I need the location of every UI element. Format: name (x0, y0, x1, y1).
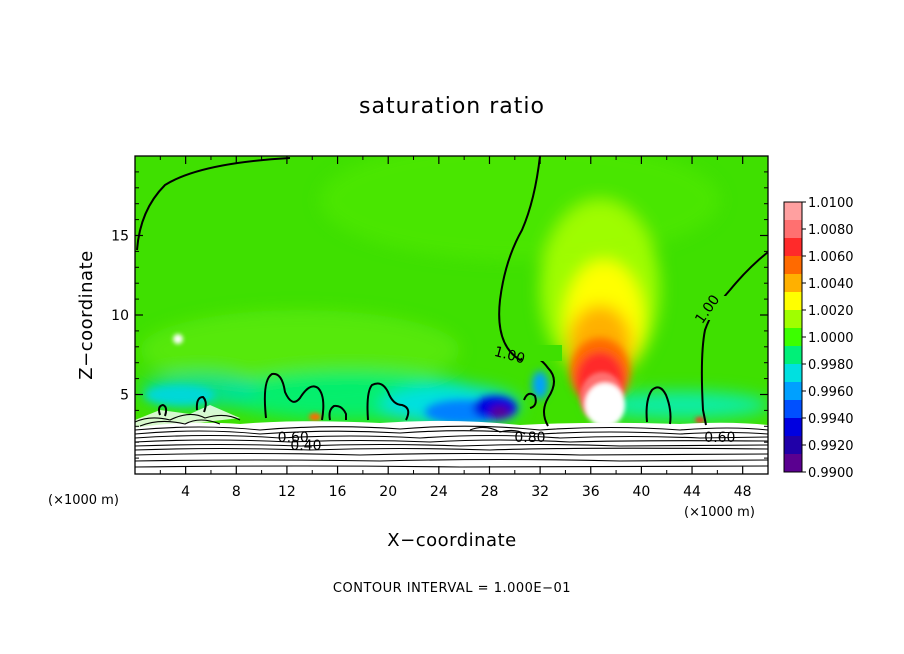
y-axis-unit: (×1000 m) (48, 493, 119, 508)
x-tick-label: 16 (329, 484, 347, 500)
colorbar-label: 1.0000 (808, 331, 854, 346)
x-tick-label: 4 (181, 484, 190, 500)
y-axis: 5 10 15 (111, 171, 768, 459)
colorbar-label: 1.0040 (808, 277, 854, 292)
y-axis-label: Z−coordinate (76, 250, 97, 379)
x-tick-label: 12 (278, 484, 296, 500)
contour-interval-note: CONTOUR INTERVAL = 1.000E−01 (333, 581, 571, 596)
x-tick-label: 36 (582, 484, 600, 500)
colorbar-swatch (784, 202, 802, 221)
x-tick-label: 28 (481, 484, 499, 500)
plot-area (135, 156, 768, 474)
colorbar-swatch (784, 346, 802, 365)
colorbar-swatch (784, 274, 802, 293)
x-tick-label: 32 (531, 484, 549, 500)
contour-label: 0.80 (514, 430, 545, 446)
colorbar-swatch (784, 400, 802, 419)
x-axis-label: X−coordinate (387, 530, 516, 551)
colorbar-label: 0.9960 (808, 385, 854, 400)
colorbar-label: 1.0060 (808, 250, 854, 265)
contour-label-masks (522, 296, 737, 361)
colorbar-swatch (784, 436, 802, 455)
contour-label: 0.60 (704, 430, 735, 446)
colorbar-swatch (784, 238, 802, 257)
x-tick-label: 8 (232, 484, 241, 500)
colorbar-swatch (784, 382, 802, 401)
colorbar-label: 0.9900 (808, 466, 854, 481)
contour-label: 0.60 (278, 430, 309, 446)
chart-title: saturation ratio (359, 94, 545, 119)
x-tick-label: 48 (734, 484, 752, 500)
x-axis-unit: (×1000 m) (684, 505, 755, 520)
colorbar-swatch (784, 418, 802, 437)
y-tick-label: 15 (111, 229, 129, 245)
colorbar-label: 0.9920 (808, 439, 854, 454)
colorbar-label: 1.0020 (808, 304, 854, 319)
x-tick-label: 20 (379, 484, 397, 500)
colorbar-swatch (784, 454, 802, 473)
colorbar-swatch (784, 310, 802, 329)
colorbar-swatch (784, 256, 802, 275)
field-core (173, 334, 705, 427)
colorbar-swatch (784, 220, 802, 239)
colorbar-label: 0.9980 (808, 358, 854, 373)
x-tick-label: 40 (632, 484, 650, 500)
y-tick-label: 5 (120, 388, 129, 404)
x-axis: 4 8 12 16 20 24 28 32 36 40 44 48 (159, 156, 752, 500)
colorbar-label: 0.9940 (808, 412, 854, 427)
y-tick-label: 10 (111, 308, 129, 324)
contour-label: 0.40 (290, 438, 321, 454)
boundary-layer-contours (135, 413, 768, 468)
x-tick-label: 44 (683, 484, 701, 500)
colorbar-label: 1.0080 (808, 223, 854, 238)
colorbar-swatch (784, 328, 802, 347)
x-tick-label: 24 (430, 484, 448, 500)
colorbar-swatch (784, 364, 802, 383)
colorbar-swatch (784, 292, 802, 311)
colorbar: 1.0100 1.0080 1.0060 1.0040 1.0020 1.0000 0.99… (783, 196, 854, 481)
contour-label: 1.00 (492, 344, 526, 368)
colorbar-label: 1.0100 (808, 196, 854, 211)
